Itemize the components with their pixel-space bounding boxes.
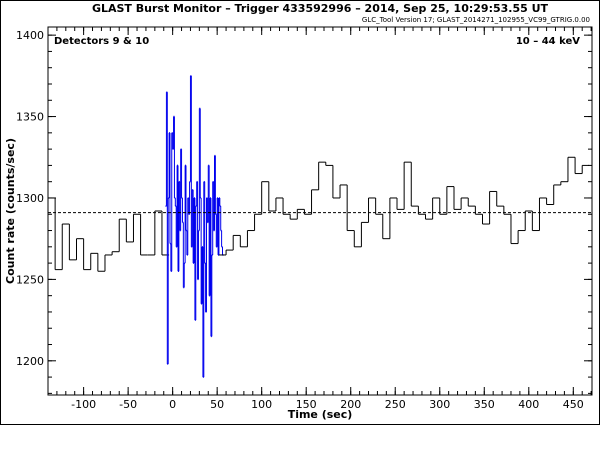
- x-tick-label: 0: [169, 398, 176, 411]
- x-axis-label: Time (sec): [288, 408, 353, 421]
- x-tick-label: 400: [518, 398, 539, 411]
- chart-title: GLAST Burst Monitor – Trigger 433592996 …: [92, 2, 549, 15]
- x-tick-label: 200: [340, 398, 361, 411]
- annotation: 10 – 44 keV: [516, 36, 580, 47]
- x-tick-label: 150: [296, 398, 317, 411]
- y-tick-label: 1300: [16, 192, 44, 205]
- y-tick-label: 1400: [16, 29, 44, 42]
- x-tick-label: 350: [474, 398, 495, 411]
- x-tick-label: 300: [429, 398, 450, 411]
- y-tick-label: 1350: [16, 111, 44, 124]
- annotation: Detectors 9 & 10: [54, 36, 149, 47]
- x-tick-label: -50: [119, 398, 137, 411]
- x-tick-label: 250: [385, 398, 406, 411]
- x-tick-label: 50: [210, 398, 224, 411]
- plot-area: [47, 26, 593, 396]
- y-tick-label: 1200: [16, 355, 44, 368]
- x-tick-label: 450: [563, 398, 584, 411]
- subtitle: GLC_Tool Version 17; GLAST_2014271_10295…: [362, 16, 590, 24]
- y-tick-label: 1250: [16, 273, 44, 286]
- y-axis-label: Count rate (counts/sec): [4, 138, 17, 284]
- x-tick-label: -100: [71, 398, 96, 411]
- x-tick-label: 100: [251, 398, 272, 411]
